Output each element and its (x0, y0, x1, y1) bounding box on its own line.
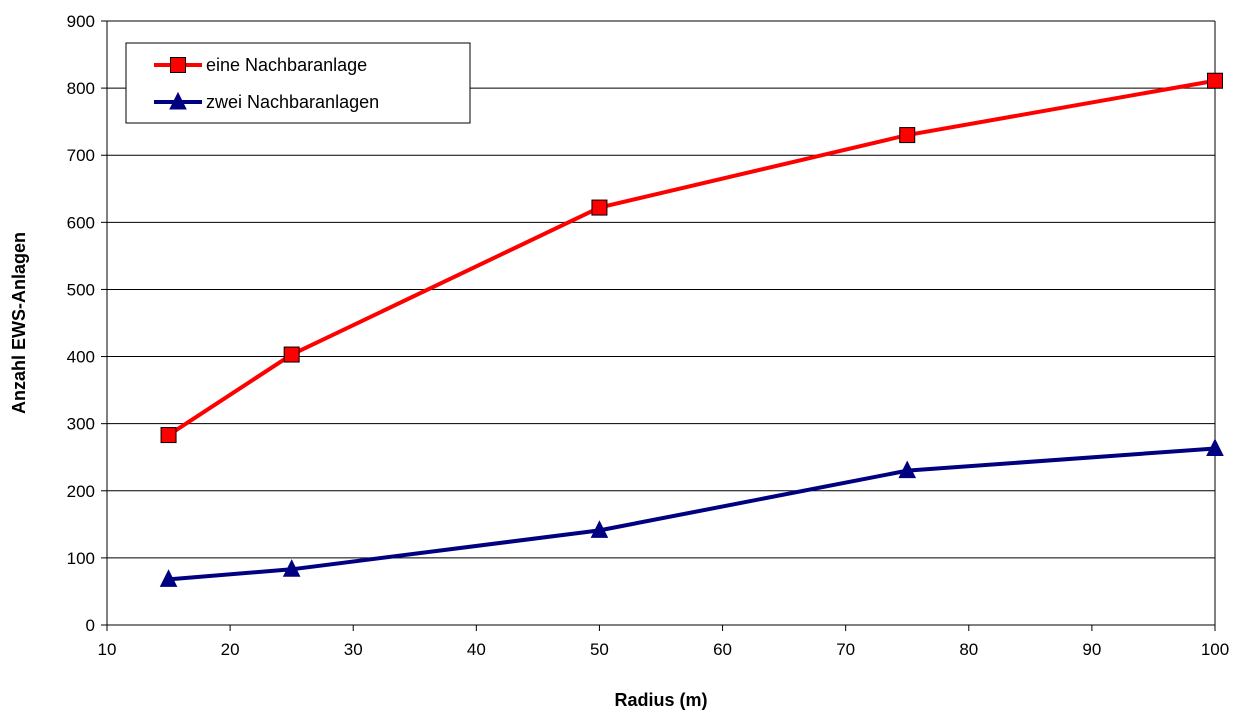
series-zwei-nachbaranlagen (159, 438, 1224, 587)
data-point (591, 199, 608, 216)
y-tick-label: 400 (67, 348, 95, 367)
legend-label: zwei Nachbaranlagen (206, 92, 379, 112)
y-tick-label: 600 (67, 213, 95, 232)
y-tick-label: 300 (67, 415, 95, 434)
data-point (282, 559, 301, 577)
y-axis-title: Anzahl EWS-Anlagen (9, 232, 29, 414)
x-tick-label: 80 (959, 640, 978, 659)
series-line (168, 446, 1216, 582)
legend-marker (170, 57, 186, 73)
data-point (283, 346, 300, 363)
y-tick-label: 800 (67, 79, 95, 98)
series-eine-nachbaranlage (160, 72, 1223, 444)
x-axis-title: Radius (m) (614, 690, 707, 710)
data-point (159, 569, 178, 587)
x-tick-label: 10 (98, 640, 117, 659)
y-tick-label: 0 (86, 616, 95, 635)
data-point (898, 460, 917, 479)
x-tick-label: 50 (590, 640, 609, 659)
legend-label: eine Nachbaranlage (206, 55, 367, 75)
y-tick-label: 700 (67, 146, 95, 165)
y-tick-label: 500 (67, 280, 95, 299)
data-point (160, 427, 177, 444)
legend-box (125, 42, 471, 124)
y-tick-labels: 0 100 200 300 400 500 600 700 800 900 (67, 12, 95, 635)
x-tick-label: 60 (713, 640, 732, 659)
x-tick-label: 70 (836, 640, 855, 659)
data-point (899, 127, 916, 144)
legend-marker (169, 91, 187, 110)
y-tick-label: 200 (67, 482, 95, 501)
x-tick-label: 20 (221, 640, 240, 659)
data-point (1207, 72, 1223, 89)
axes (101, 20, 1216, 631)
x-tick-label: 40 (467, 640, 486, 659)
data-point (1206, 438, 1224, 456)
x-tick-label: 90 (1082, 640, 1101, 659)
series-line (167, 78, 1216, 437)
data-point (590, 520, 609, 538)
x-tick-label: 30 (344, 640, 363, 659)
legend: eine Nachbaranlage zwei Nachbaranlagen (125, 42, 471, 124)
y-tick-label: 100 (67, 549, 95, 568)
legend-item: eine Nachbaranlage (154, 55, 367, 75)
x-tick-labels: 10 20 30 40 50 60 70 80 90 100 (98, 640, 1230, 659)
legend-item: zwei Nachbaranlagen (154, 91, 379, 112)
series-layer (159, 72, 1224, 587)
x-tick-label: 100 (1201, 640, 1229, 659)
y-tick-label: 900 (67, 12, 95, 31)
